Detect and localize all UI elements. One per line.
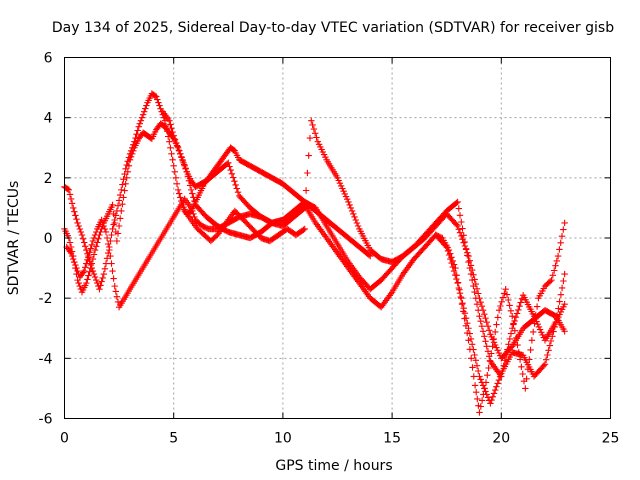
data-point [126,156,134,163]
data-point [100,270,108,278]
data-point [509,313,516,320]
data-point [187,186,195,194]
series-marker-trail [62,121,567,361]
data-point [552,319,560,326]
data-layer [61,90,568,416]
data-point [118,207,125,215]
y-axis-label: SDTVAR / TECUs [6,181,22,296]
data-point [122,180,129,188]
data-point [83,246,90,254]
series-arc-5 [432,219,568,416]
y-tick-label: 2 [44,171,53,187]
data-point [476,373,483,380]
data-point [113,237,121,245]
series-marker-trail [64,121,567,378]
data-point [465,252,472,260]
data-point [515,349,522,356]
y-tick-label: 4 [44,111,53,127]
data-point [78,231,86,239]
data-point [107,252,114,260]
y-tick-label: -2 [39,291,53,307]
y-tick-label: -4 [39,351,53,367]
x-tick-label: 15 [383,431,401,447]
data-point [495,307,503,314]
data-point [85,252,92,260]
chart-title: Day 134 of 2025, Sidereal Day-to-day VTE… [52,20,614,36]
data-point [561,270,568,278]
data-point [554,252,562,260]
tick-layer: 0 5 10 15 20 25 -6 -4 -2 0 2 4 6 [39,51,620,447]
data-point [170,132,177,139]
x-tick-label: 0 [60,431,69,447]
x-axis-label: GPS time / hours [275,458,392,474]
data-point [458,300,466,308]
data-point [177,150,184,157]
data-point [308,117,315,124]
data-point [111,282,118,290]
data-point [87,264,94,272]
data-point [91,273,99,281]
x-tick-label: 20 [492,431,510,447]
series-marker-trail [62,91,373,290]
data-point [166,138,173,145]
data-point [345,198,352,206]
data-point [135,123,142,130]
data-point [476,409,483,416]
grid-layer [64,57,611,419]
data-point [139,111,147,118]
series-marker-trail [433,226,567,410]
data-point [91,246,99,254]
data-point [465,258,472,266]
series-marker-trail [160,110,567,404]
series-arc-2 [61,120,568,362]
x-tick-label: 10 [274,431,292,447]
x-tick-label: 25 [602,431,620,447]
series-arc-1 [61,90,374,293]
data-point [183,168,191,176]
data-point [561,219,568,227]
data-point [502,285,509,293]
data-point [528,337,536,344]
data-point [170,162,177,169]
series-arc-6 [181,207,308,245]
x-tick-label: 5 [169,431,178,447]
y-tick-label: -6 [39,412,53,428]
data-point [465,337,472,344]
data-point [476,313,483,320]
data-point [102,228,110,236]
data-point [89,237,97,245]
data-point [487,400,494,407]
series-arc-3 [63,117,568,380]
data-point [70,204,77,212]
data-point [174,186,182,194]
data-point [109,225,116,233]
data-point [96,285,103,293]
data-point [452,264,459,272]
y-tick-label: 6 [44,51,53,67]
data-point [471,382,479,389]
data-point [482,379,490,386]
data-point [489,343,496,350]
data-point [522,385,529,392]
y-tick-label: 0 [44,231,53,247]
data-point [72,261,79,269]
series-arc-4 [159,108,568,407]
data-point [118,186,125,194]
series-marker-trail [182,209,307,244]
data-point [74,219,81,227]
